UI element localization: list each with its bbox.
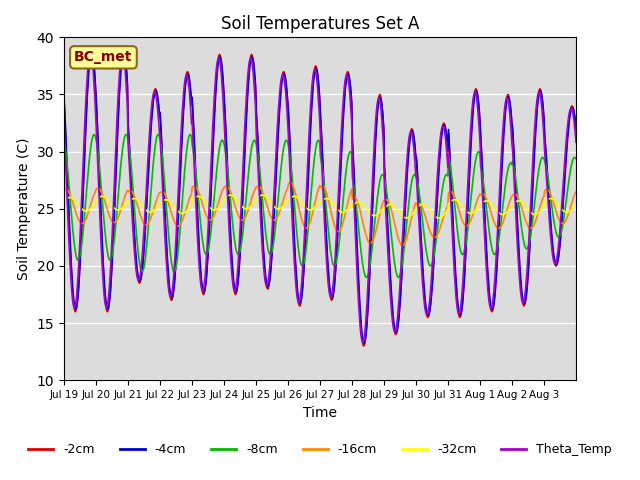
Line: -2cm: -2cm [64,49,576,346]
-2cm [360,343,367,349]
-2cm [215,53,223,59]
-4cm [572,124,580,130]
-16cm [399,242,406,248]
-8cm [90,132,98,137]
-16cm [120,196,128,202]
-16cm [240,217,248,223]
-16cm [259,190,267,195]
Line: -16cm: -16cm [64,182,576,245]
-2cm [374,101,381,107]
-32cm [402,215,410,221]
-4cm [360,340,367,346]
Title: Soil Temperatures Set A: Soil Temperatures Set A [221,15,419,33]
-2cm [241,156,248,162]
-8cm [121,134,129,140]
-4cm [121,51,129,57]
-16cm [403,236,410,241]
-4cm [60,93,68,98]
Theta_Temp [60,120,68,126]
Line: -8cm: -8cm [64,134,576,277]
-8cm [260,209,268,215]
Line: -4cm: -4cm [64,52,576,343]
-32cm [241,205,248,211]
-4cm [403,184,410,190]
-2cm [572,127,580,132]
-32cm [227,192,234,198]
-2cm [121,50,129,56]
-32cm [572,201,580,206]
Theta_Temp [121,62,129,68]
Theta_Temp [215,55,223,61]
Theta_Temp [403,164,410,169]
-2cm [260,254,268,260]
Y-axis label: Soil Temperature (C): Soil Temperature (C) [17,138,31,280]
-8cm [374,192,381,198]
-32cm [403,215,410,221]
-16cm [287,180,294,185]
-2cm [60,97,68,103]
Line: -32cm: -32cm [64,195,576,218]
Text: BC_met: BC_met [74,50,132,64]
Theta_Temp [87,50,95,56]
Line: Theta_Temp: Theta_Temp [64,53,576,342]
Theta_Temp [359,339,367,345]
-8cm [60,136,68,142]
Legend: -2cm, -4cm, -8cm, -16cm, -32cm, Theta_Temp: -2cm, -4cm, -8cm, -16cm, -32cm, Theta_Te… [23,438,617,461]
-8cm [362,275,370,280]
-2cm [403,178,410,183]
X-axis label: Time: Time [303,406,337,420]
-8cm [215,149,223,155]
Theta_Temp [241,135,248,141]
-4cm [374,107,381,112]
-4cm [88,49,95,55]
-16cm [60,188,68,193]
-16cm [214,200,222,206]
Theta_Temp [374,98,381,104]
-8cm [241,216,248,222]
-2cm [88,46,95,52]
-4cm [260,248,268,253]
-32cm [214,205,222,211]
Theta_Temp [572,140,580,145]
-4cm [241,164,248,169]
-32cm [60,199,68,204]
-8cm [572,156,580,162]
-8cm [403,223,410,229]
-16cm [373,223,381,229]
-4cm [215,56,223,62]
-16cm [572,189,580,194]
-32cm [120,203,128,209]
Theta_Temp [260,264,268,270]
-32cm [373,212,381,217]
-32cm [260,192,268,198]
